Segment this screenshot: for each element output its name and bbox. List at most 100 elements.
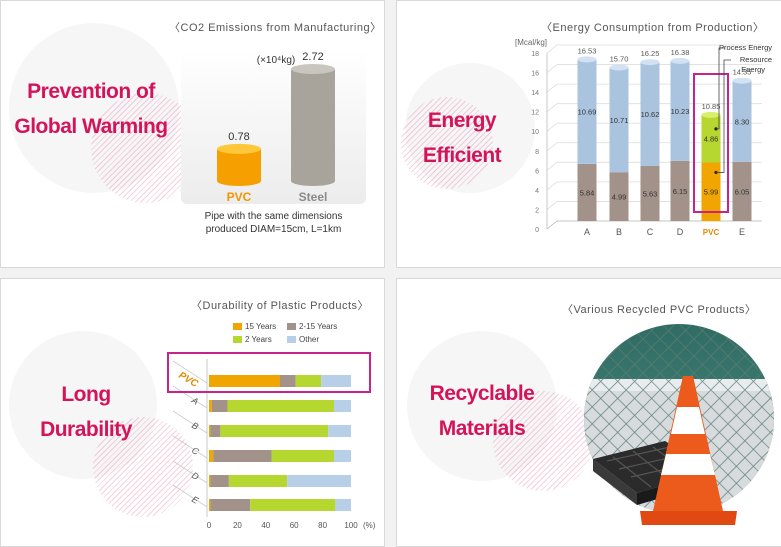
durability-headline-line2: Durability [40,418,132,441]
energy-gridline [546,201,558,210]
energy-cap-d [670,57,690,64]
recycle-headline: Recyclable Materials [407,376,557,446]
durability-row-guide [172,410,208,434]
energy-y-unit: [Mcal/kg] [515,38,547,47]
durability-segment-b [210,425,221,437]
co2-headline: Prevention of Global Warming [1,74,181,144]
durability-segment-e [335,499,351,511]
energy-pvc-highlight [693,73,729,213]
durability-panel: 〈Durability of Plastic Products〉 Long Du… [0,278,385,547]
co2-unit-label: (×10⁴kg) [257,55,295,66]
decor-circle [407,331,557,481]
durability-legend-label: 2-15 Years [299,322,337,331]
energy-lower-value-a: 5.84 [580,188,595,197]
decor-hatch [93,417,193,517]
energy-lower-value-c: 5.63 [643,189,658,198]
co2-bar-pvc [217,148,261,181]
co2-bar-base-steel [291,176,335,186]
energy-gridline [546,83,558,93]
co2-panel: 〈CO2 Emissions from Manufacturing〉 Preve… [0,0,385,268]
durability-category-d: D [190,470,201,482]
energy-upper-d [670,60,690,161]
energy-lower-d [670,160,690,221]
co2-value-pvc: 0.78 [228,131,249,143]
energy-y-tick: 18 [531,51,539,58]
durability-panel-title: 〈Durability of Plastic Products〉 [191,300,369,312]
durability-row-guide [172,385,208,409]
co2-note: Pipe with the same dimensions produced D… [181,210,366,236]
durability-segment-pvc [321,375,351,387]
durability-row-guide [172,460,208,484]
energy-cap-c [640,59,660,66]
energy-y-tick: 10 [531,129,539,136]
durability-x-tick: 20 [233,521,242,530]
energy-category-e: E [739,227,745,237]
co2-note-line2: produced DIAM=15cm, L=1km [205,224,342,235]
durability-legend-label: Other [299,335,319,344]
energy-gridline [546,122,558,132]
co2-category-steel: Steel [299,190,328,204]
durability-x-tick: 0 [207,521,212,530]
energy-upper-value-a: 10.69 [578,108,597,117]
durability-legend-label: 15 Years [245,322,276,331]
energy-gridline [546,44,558,54]
energy-upper-e [732,80,752,162]
energy-chart: [Mcal/kg] 0 2 4 6 8 10 12 14 16 18 16.53 10.69 5.84 A 1… [515,38,772,237]
energy-lower-value-pvc: 5.99 [704,188,719,197]
energy-y-tick: 2 [535,207,539,214]
energy-upper-pvc [701,114,721,163]
energy-category-d: D [677,227,684,237]
durability-segment-pvc [295,375,322,387]
co2-chart: (×10⁴kg) 0.78 PVC 2.72 Steel [217,51,335,204]
durability-row-guide [172,360,208,384]
durability-chart: 15 Years 2-15 Years 2 Years Other PVC A B C DE 0 2… [167,322,376,530]
energy-lower-value-e: 6.05 [735,187,750,196]
energy-headline-line1: Energy [427,109,497,132]
durability-legend-swatch [233,323,242,330]
durability-segment-a [209,400,212,412]
energy-category-pvc: PVC [703,228,720,237]
durability-segment-b [328,425,351,437]
recycle-headline-line1: Recyclable [429,382,535,405]
durability-row-guide [172,484,208,508]
energy-legend-process: Process Energy [719,43,772,52]
energy-gridline [546,64,558,73]
durability-x-tick: 100 [344,521,358,530]
energy-cap-e [732,77,752,84]
durability-legend-swatch [287,323,296,330]
durability-legend-swatch [233,336,242,343]
co2-bar-steel [291,69,335,181]
durability-category-a: A [189,395,200,407]
energy-y-tick: 0 [535,227,539,234]
durability-row-guide [172,435,208,459]
durability-segment-c [271,450,334,462]
energy-lower-value-d: 6.15 [673,187,688,196]
durability-segment-e [210,499,251,511]
energy-category-a: A [584,227,590,237]
recycle-panel-title: 〈Various Recycled PVC Products〉 [562,304,757,316]
energy-y-tick: 8 [535,149,539,156]
energy-upper-b [609,67,629,173]
durability-segment-pvc [209,375,280,387]
energy-lower-c [640,165,660,221]
durability-segment-b [220,425,329,437]
decor-circle [405,63,535,193]
energy-y-tick: 16 [531,71,539,78]
durability-segment-d [209,475,211,487]
decor-hatch [401,97,493,189]
durability-segment-c [333,450,351,462]
energy-upper-value-pvc: 4.86 [704,135,719,144]
energy-gridline [546,162,558,171]
durability-x-tick: 40 [261,521,270,530]
recycle-panel: 〈Various Recycled PVC Products〉 Recyclab… [396,278,781,547]
energy-gridline [546,181,558,191]
energy-headline-line2: Efficient [422,144,502,167]
durability-headline-line1: Long [61,383,111,406]
decor-circle [9,23,179,193]
energy-lower-value-b: 4.99 [612,193,627,202]
energy-panel: 〈Energy Consumption from Production〉 Ene… [396,0,781,268]
durability-segment-pvc [280,375,296,387]
durability-segment-a [211,400,228,412]
durability-segment-b [209,425,211,437]
energy-cap-pvc [701,111,721,118]
